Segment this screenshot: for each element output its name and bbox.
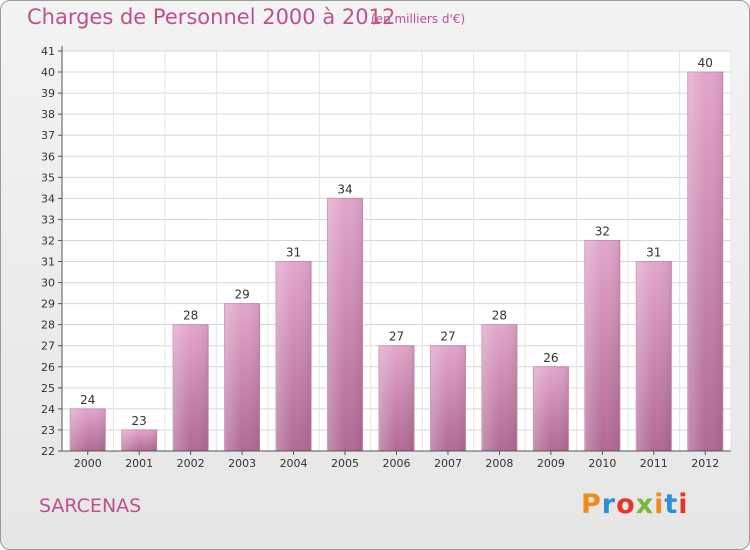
x-tick-label: 2009 <box>537 457 565 470</box>
logo-letter: x <box>635 489 655 520</box>
data-label: 27 <box>440 330 455 344</box>
data-label: 40 <box>698 56 713 70</box>
y-tick-label: 34 <box>41 192 55 205</box>
y-tick-label: 31 <box>41 256 55 269</box>
y-tick-label: 30 <box>41 277 55 290</box>
data-label: 34 <box>337 182 352 196</box>
bar-shine <box>636 261 672 451</box>
bar-shine <box>481 324 517 451</box>
logo-letter: r <box>601 489 617 520</box>
data-label: 27 <box>389 330 404 344</box>
chart-title: Charges de Personnel 2000 à 2012 <box>27 5 396 29</box>
y-tick-label: 40 <box>41 66 55 79</box>
y-tick-label: 37 <box>41 129 55 142</box>
logo-letter: i <box>678 489 689 520</box>
data-label: 24 <box>80 393 95 407</box>
commune-name: SARCENAS <box>39 495 142 517</box>
axes: 22 23 24 25 26 27 28 29 30 31 32 33 34 35 36 37 38 39 40 41… <box>41 45 731 470</box>
y-tick-label: 32 <box>41 234 55 247</box>
bar-shine <box>430 345 466 451</box>
x-tick-label: 2010 <box>588 457 616 470</box>
x-tick-label: 2001 <box>125 457 153 470</box>
data-label: 23 <box>132 414 147 428</box>
y-tick-label: 22 <box>41 445 55 458</box>
bar-shine <box>121 429 157 451</box>
y-tick-label: 38 <box>41 108 55 121</box>
proxiti-logo[interactable]: Proxiti <box>581 489 689 520</box>
bar-shine <box>584 240 620 451</box>
data-label: 31 <box>286 246 301 260</box>
bar-shine <box>379 345 414 451</box>
bar-shine <box>70 408 106 451</box>
y-tick-label: 26 <box>41 361 55 374</box>
logo-letter: t <box>664 489 679 520</box>
data-label: 28 <box>492 309 507 323</box>
bar-shine <box>276 261 312 451</box>
y-tick-label: 35 <box>41 171 55 184</box>
y-tick-label: 25 <box>41 382 55 395</box>
y-tick-label: 27 <box>41 340 55 353</box>
bar-shine <box>687 72 723 451</box>
logo-letter: i <box>654 489 665 520</box>
x-tick-label: 2011 <box>640 457 668 470</box>
logo-letter: P <box>581 489 602 520</box>
bar-shine <box>533 366 569 451</box>
x-tick-label: 2004 <box>280 457 308 470</box>
y-tick-label: 36 <box>41 150 55 163</box>
y-tick-label: 41 <box>41 45 55 58</box>
bars: 24 23 28 29 31 34 27 27 28 26 32 31 40 <box>69 56 724 452</box>
y-tick-label: 28 <box>41 319 55 332</box>
x-tick-label: 2005 <box>331 457 359 470</box>
y-tick-label: 24 <box>41 403 55 416</box>
bar-shine <box>224 303 260 451</box>
x-tick-label: 2006 <box>383 457 411 470</box>
y-tick-label: 29 <box>41 298 55 311</box>
x-tick-label: 2000 <box>74 457 102 470</box>
x-tick-label: 2002 <box>177 457 205 470</box>
bar-shine <box>327 198 363 451</box>
chart-subtitle: (en milliers d'€) <box>371 12 466 26</box>
data-label: 29 <box>234 288 249 302</box>
bar-shine <box>173 324 209 451</box>
y-tick-label: 39 <box>41 87 55 100</box>
y-tick-label: 33 <box>41 213 55 226</box>
y-tick-label: 23 <box>41 424 55 437</box>
data-label: 28 <box>183 309 198 323</box>
data-label: 26 <box>543 351 558 365</box>
x-tick-label: 2012 <box>691 457 719 470</box>
x-tick-label: 2003 <box>228 457 256 470</box>
logo-letter: o <box>616 489 636 520</box>
data-label: 31 <box>646 246 661 260</box>
data-label: 32 <box>595 224 610 238</box>
x-tick-label: 2007 <box>434 457 462 470</box>
x-tick-label: 2008 <box>485 457 513 470</box>
